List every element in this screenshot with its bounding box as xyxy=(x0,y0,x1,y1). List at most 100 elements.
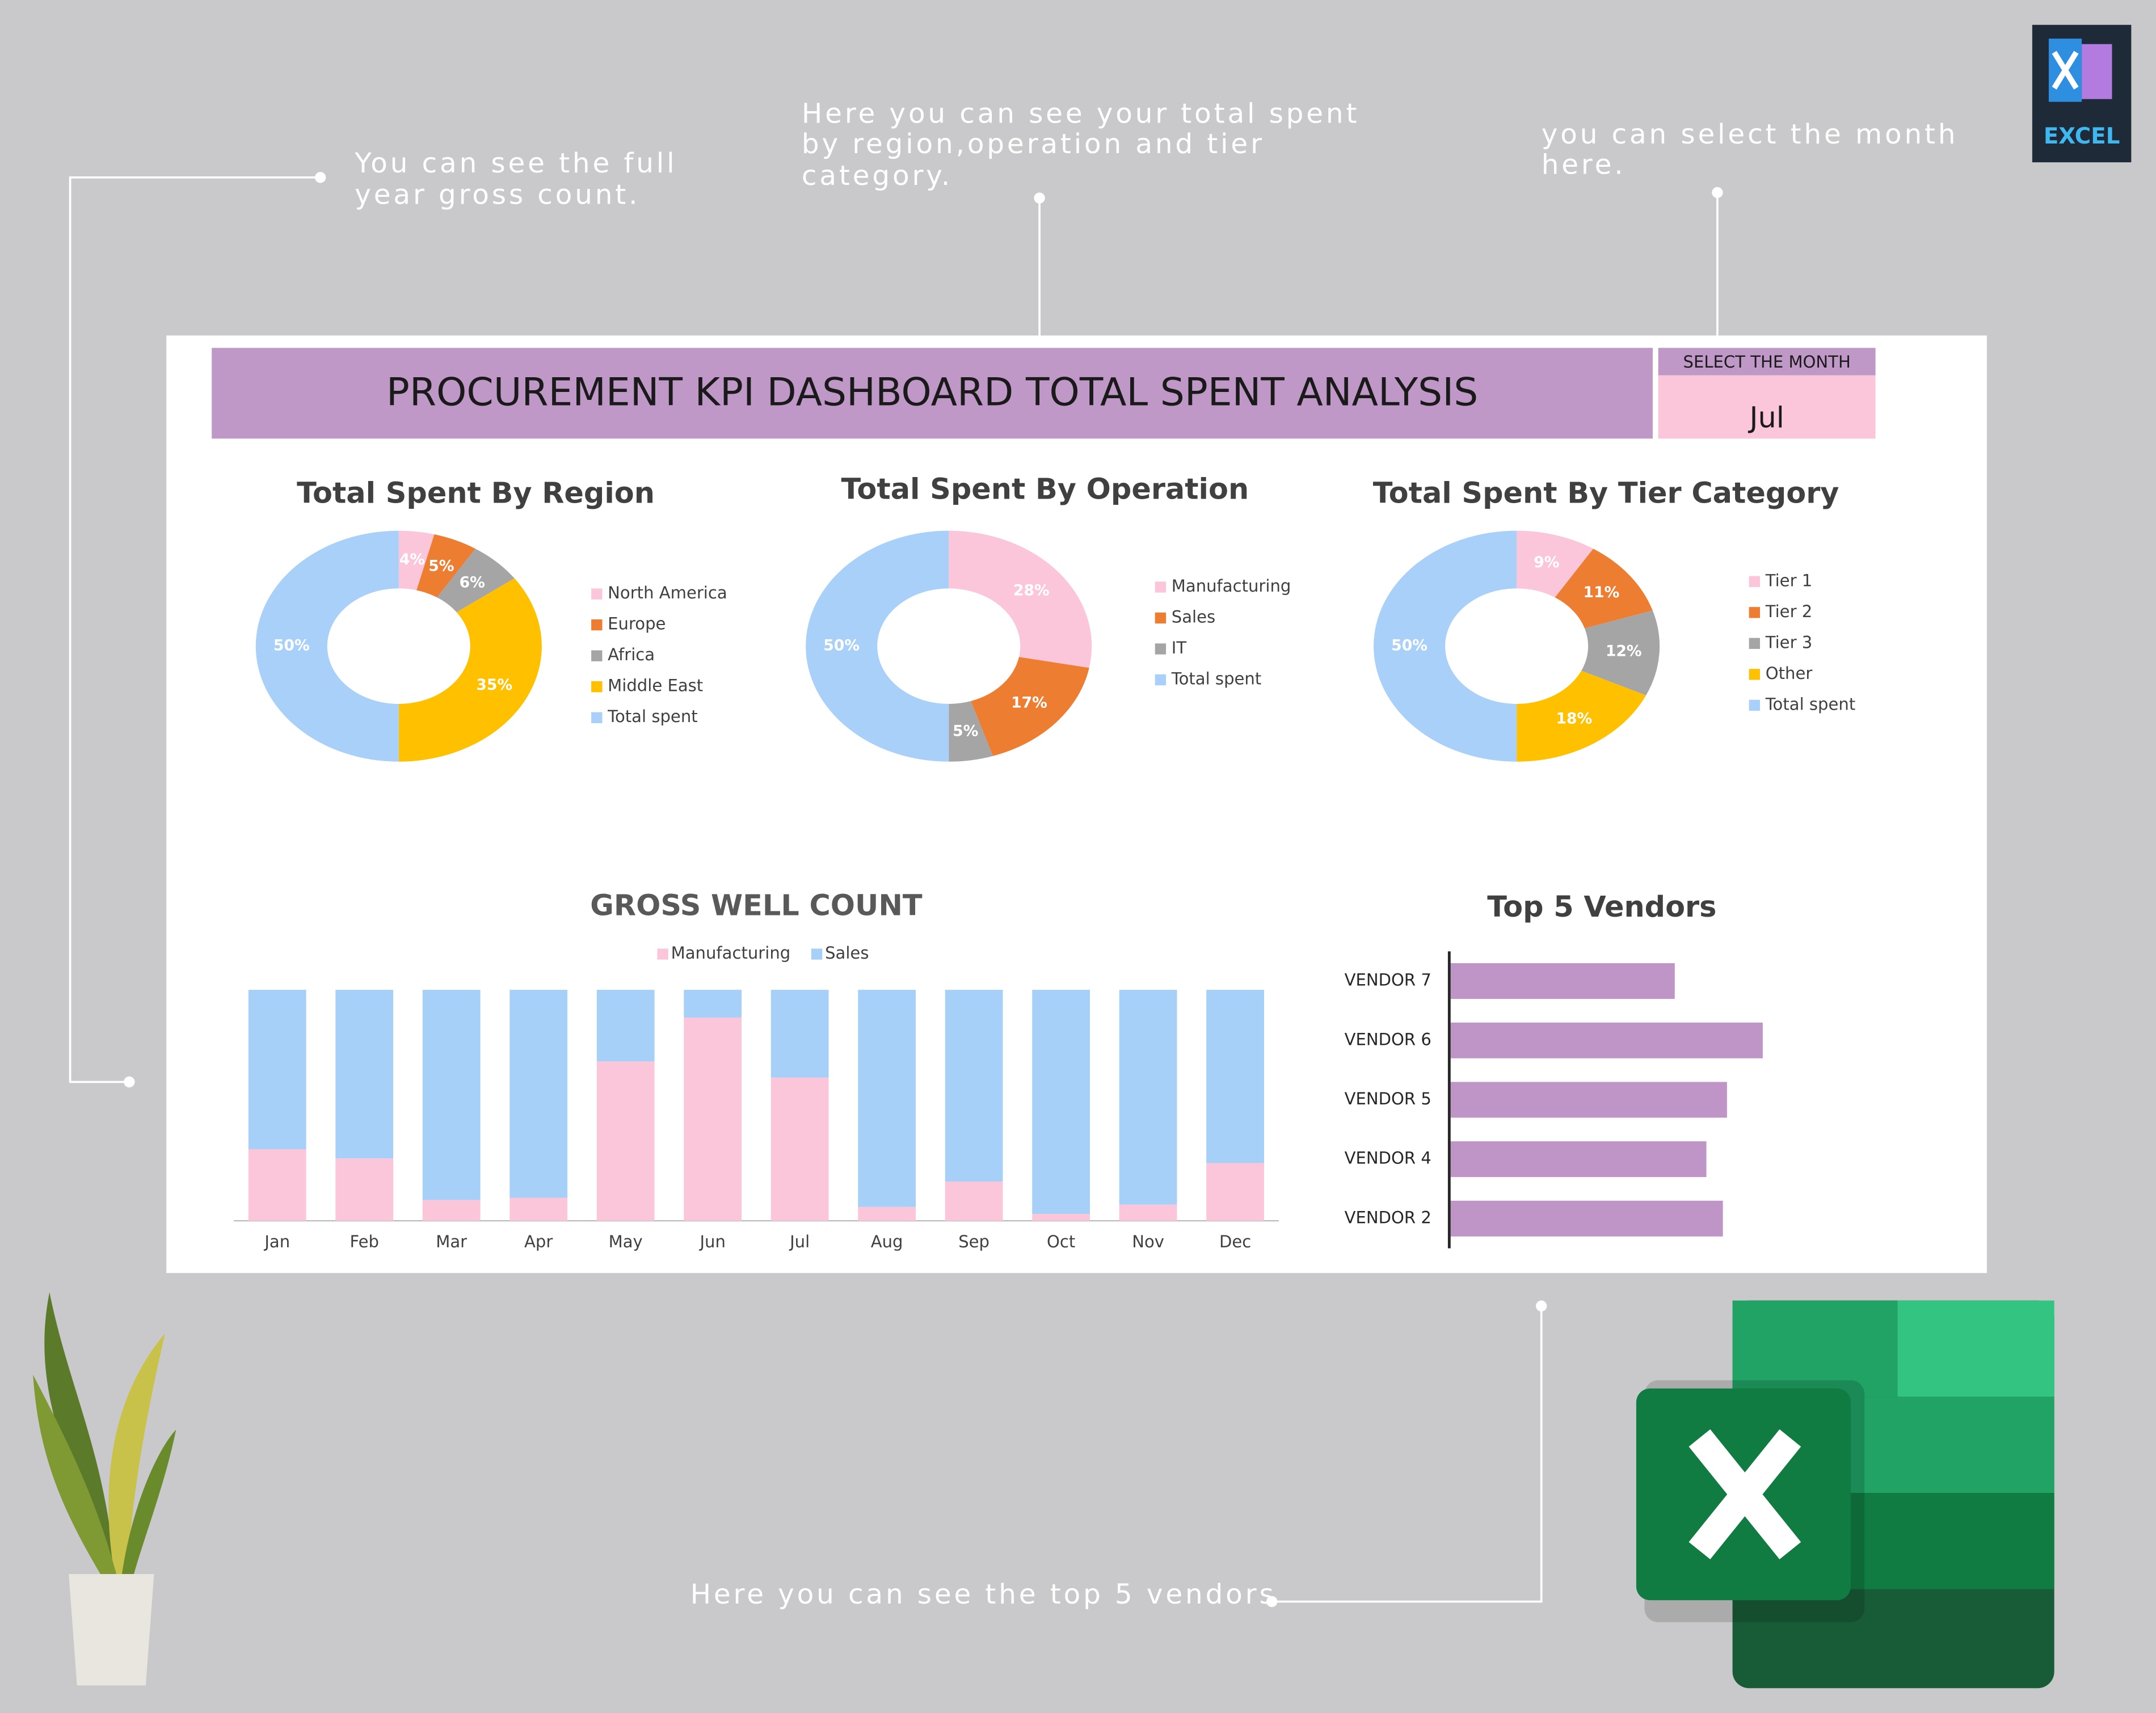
bar-segment xyxy=(770,990,829,1078)
annotation: here. xyxy=(1542,149,1626,180)
x-tick-label: Feb xyxy=(349,1232,378,1251)
bar-segment xyxy=(1032,990,1090,1214)
connector-dot xyxy=(314,172,326,183)
data-label: 9% xyxy=(1534,554,1559,571)
legend-swatch xyxy=(1749,638,1761,649)
bar-segment xyxy=(1119,990,1177,1205)
connector-dot xyxy=(124,1076,135,1088)
bar-segment xyxy=(684,990,742,1018)
bar-segment xyxy=(1206,1163,1264,1221)
legend-swatch xyxy=(1155,643,1167,655)
legend-label: Tier 1 xyxy=(1765,571,1813,590)
y-tick-label: VENDOR 4 xyxy=(1345,1149,1431,1168)
header-title: PROCUREMENT KPI DASHBOARD TOTAL SPENT AN… xyxy=(386,370,1478,415)
legend-label: Total spent xyxy=(1765,694,1855,714)
data-label: 50% xyxy=(1391,637,1427,655)
bar-segment xyxy=(248,990,306,1150)
bar-segment xyxy=(1032,1214,1090,1221)
connector-dot xyxy=(1712,187,1723,199)
connector-dot xyxy=(1266,1596,1278,1607)
bar-segment xyxy=(684,1017,742,1221)
month-box[interactable] xyxy=(1658,375,1876,439)
chart-title: GROSS WELL COUNT xyxy=(590,889,923,923)
donut-slice xyxy=(949,701,993,762)
legend-label: Africa xyxy=(608,645,655,664)
chart-title: Top 5 Vendors xyxy=(1487,891,1716,924)
legend-swatch xyxy=(1155,612,1167,624)
bar-segment xyxy=(509,1197,568,1221)
y-tick-label: VENDOR 7 xyxy=(1345,971,1431,990)
data-label: 17% xyxy=(1011,694,1047,712)
select-label[interactable]: SELECT THE MONTH xyxy=(1683,352,1851,372)
donut-slice xyxy=(1555,549,1653,628)
connector-dot xyxy=(1034,192,1045,204)
plant-leaf xyxy=(33,1374,119,1581)
bar-segment xyxy=(770,1077,829,1221)
chart-title: Total Spent By Tier Category xyxy=(1373,477,1839,510)
bar-segment xyxy=(335,990,394,1159)
donut-slice xyxy=(416,534,475,598)
legend-label: Manufacturing xyxy=(1172,576,1291,596)
bar xyxy=(1450,963,1675,999)
legend-label: Middle East xyxy=(608,676,703,695)
legend-swatch xyxy=(811,948,823,960)
bar-segment xyxy=(858,1206,916,1221)
data-label: 6% xyxy=(460,573,485,591)
donut-slice xyxy=(1374,530,1517,762)
bar-segment xyxy=(509,990,568,1198)
legend-label: North America xyxy=(608,583,727,602)
legend-swatch xyxy=(1155,674,1167,686)
excel-logo xyxy=(1897,1300,2054,1397)
select-label-box xyxy=(1658,348,1876,375)
legend-label: Manufacturing xyxy=(671,943,791,963)
bar-segment xyxy=(1206,990,1264,1163)
donut-slice xyxy=(806,530,949,762)
legend-label: Sales xyxy=(1172,607,1215,627)
bar-segment xyxy=(596,990,655,1062)
legend-swatch xyxy=(1749,576,1761,587)
bar-segment xyxy=(1119,1204,1177,1221)
x-tick-label: Aug xyxy=(871,1232,903,1251)
legend-label: Total spent xyxy=(1171,669,1261,689)
chart-title: Total Spent By Operation xyxy=(841,472,1249,506)
legend-label: Sales xyxy=(825,943,869,963)
data-label: 12% xyxy=(1606,642,1642,660)
data-label: 5% xyxy=(953,723,978,740)
plant-leaf xyxy=(44,1292,116,1581)
logo-text: EXCEL xyxy=(2044,124,2120,149)
x-tick-label: Sep xyxy=(958,1232,989,1251)
data-label: 50% xyxy=(823,637,860,655)
legend-swatch xyxy=(591,588,603,600)
logo-icon xyxy=(2082,44,2112,99)
data-label: 4% xyxy=(399,551,425,568)
donut-slice xyxy=(1517,530,1594,598)
legend-swatch xyxy=(1749,607,1761,618)
x-tick-label: Jan xyxy=(263,1232,290,1251)
data-label: 5% xyxy=(428,558,454,575)
x-tick-label: Oct xyxy=(1047,1232,1075,1251)
month-value[interactable]: Jul xyxy=(1747,401,1784,434)
legend-swatch xyxy=(591,712,603,723)
bar xyxy=(1450,1022,1763,1058)
y-tick-label: VENDOR 6 xyxy=(1345,1030,1431,1049)
x-tick-label: Apr xyxy=(524,1232,553,1251)
bar-segment xyxy=(858,990,916,1207)
bar-segment xyxy=(945,990,1003,1182)
bar-segment xyxy=(945,1182,1003,1221)
bar-segment xyxy=(422,1200,481,1221)
donut-slice xyxy=(255,530,399,762)
donut-slice xyxy=(437,549,515,613)
annotation: category. xyxy=(802,160,953,192)
header-bar xyxy=(212,348,1653,439)
excel-logo-x xyxy=(1688,1429,1801,1560)
x-tick-label: Jun xyxy=(698,1232,725,1251)
bar xyxy=(1450,1141,1707,1178)
y-tick-label: VENDOR 5 xyxy=(1345,1089,1431,1108)
data-label: 28% xyxy=(1013,581,1050,599)
bar-segment xyxy=(335,1158,394,1221)
legend-label: Europe xyxy=(608,614,666,634)
donut-slice xyxy=(971,657,1089,756)
donut-slice xyxy=(398,530,435,590)
